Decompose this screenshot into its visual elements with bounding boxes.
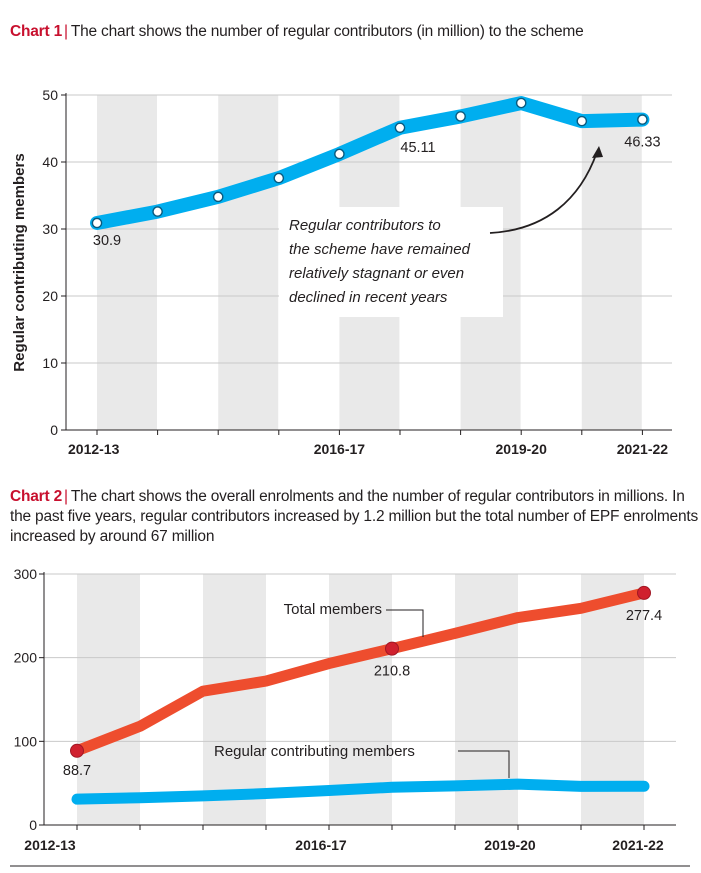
chart1-y-tick-label: 40 <box>42 154 58 170</box>
chart1-y-tick-label: 30 <box>42 221 58 237</box>
chart2-data-point <box>637 585 651 600</box>
chart2-caption-tag: Chart 2 <box>10 488 63 505</box>
chart1-annotation-line: Regular contributors to <box>289 217 441 234</box>
chart1-data-point <box>455 111 466 122</box>
chart1-shade-band <box>97 95 157 430</box>
chart1-caption-tag: Chart 1 <box>10 23 63 40</box>
chart1-x-tick-label: 2016-17 <box>314 441 366 457</box>
chart2-data-label: 277.4 <box>626 608 662 624</box>
chart1-shade-band <box>218 95 279 430</box>
chart2-caption-text: The chart shows the overall enrolments a… <box>10 488 699 545</box>
chart1-data-point <box>515 97 527 109</box>
chart1-y-tick-label: 50 <box>42 87 58 103</box>
chart1-caption-separator: | <box>64 23 68 40</box>
chart1-data-point <box>334 148 345 160</box>
chart1-caption: Chart 1 | The chart shows the number of re… <box>10 22 690 42</box>
chart1-shade-band <box>581 95 642 430</box>
chart1-annotation-line: declined in recent years <box>289 289 448 306</box>
chart2-y-tick-label: 200 <box>14 650 38 666</box>
chart2-y-tick-label: 100 <box>14 733 38 749</box>
chart1-data-point <box>576 115 588 127</box>
chart2-regular-series-label: Regular contributing members <box>214 743 415 760</box>
chart1-caption-text: The chart shows the number of regular co… <box>70 23 584 40</box>
chart1-y-tick-label: 20 <box>42 288 58 304</box>
chart2-total-leader-line <box>386 609 424 637</box>
chart1-data-point <box>394 122 406 134</box>
chart1-data-point <box>152 206 163 217</box>
chart1-x-tick-label: 2021-22 <box>617 441 669 457</box>
chart1-annotation-arrow <box>489 151 598 234</box>
chart1-plot: 0 10 20 30 40 50 2012-13 2016-17 2019-20 2021-22 R… <box>11 87 672 457</box>
chart1-annotation-box <box>279 207 503 317</box>
chart1-data-point <box>273 172 285 184</box>
chart2-total-series-label: Total members <box>284 601 382 618</box>
chart2-total-series-line <box>71 587 650 757</box>
chart2-caption-separator: | <box>64 488 68 505</box>
chart1-data-point <box>91 217 103 229</box>
chart1-data-point <box>212 191 224 203</box>
chart2-data-point <box>70 743 84 758</box>
chart1-annotation-arrowhead <box>592 146 603 158</box>
chart2-shade-band <box>77 574 140 825</box>
chart2-y-tick-label: 0 <box>29 817 37 833</box>
chart2-x-tick-label: 2021-22 <box>612 837 664 853</box>
chart1-y-tick-label: 10 <box>42 355 58 371</box>
chart1-x-tick-label: 2012-13 <box>68 441 120 457</box>
chart1-annotation-line: relatively stagnant or even <box>289 265 464 282</box>
chart2-regular-series-line <box>71 778 650 805</box>
chart1-y-axis-title: Regular contributing members <box>11 153 28 371</box>
chart2-caption: Chart 2 | The chart shows the overall enro… <box>10 487 700 547</box>
chart1-data-point <box>637 114 648 125</box>
chart1-series-line <box>90 96 650 230</box>
chart2-data-label: 88.7 <box>63 763 91 779</box>
chart2-regular-leader-line <box>458 750 510 778</box>
chart1-y-tick-label: 0 <box>50 422 58 438</box>
chart2-data-point <box>385 641 399 656</box>
chart2-shade-band <box>203 574 266 825</box>
chart2-y-tick-label: 300 <box>14 566 38 582</box>
chart2-x-tick-label: 2019-20 <box>484 837 536 853</box>
chart2-x-tick-label: 2012-13 <box>24 837 76 853</box>
chart1-annotation-line: the scheme have remained <box>289 241 471 258</box>
chart1-data-label: 45.11 <box>400 140 435 156</box>
chart1-data-label: 46.33 <box>624 135 660 151</box>
chart2-x-tick-label: 2016-17 <box>295 837 347 853</box>
chart1-x-tick-label: 2019-20 <box>496 441 548 457</box>
chart2-data-label: 210.8 <box>374 664 410 680</box>
chart1-data-label: 30.9 <box>93 233 121 249</box>
